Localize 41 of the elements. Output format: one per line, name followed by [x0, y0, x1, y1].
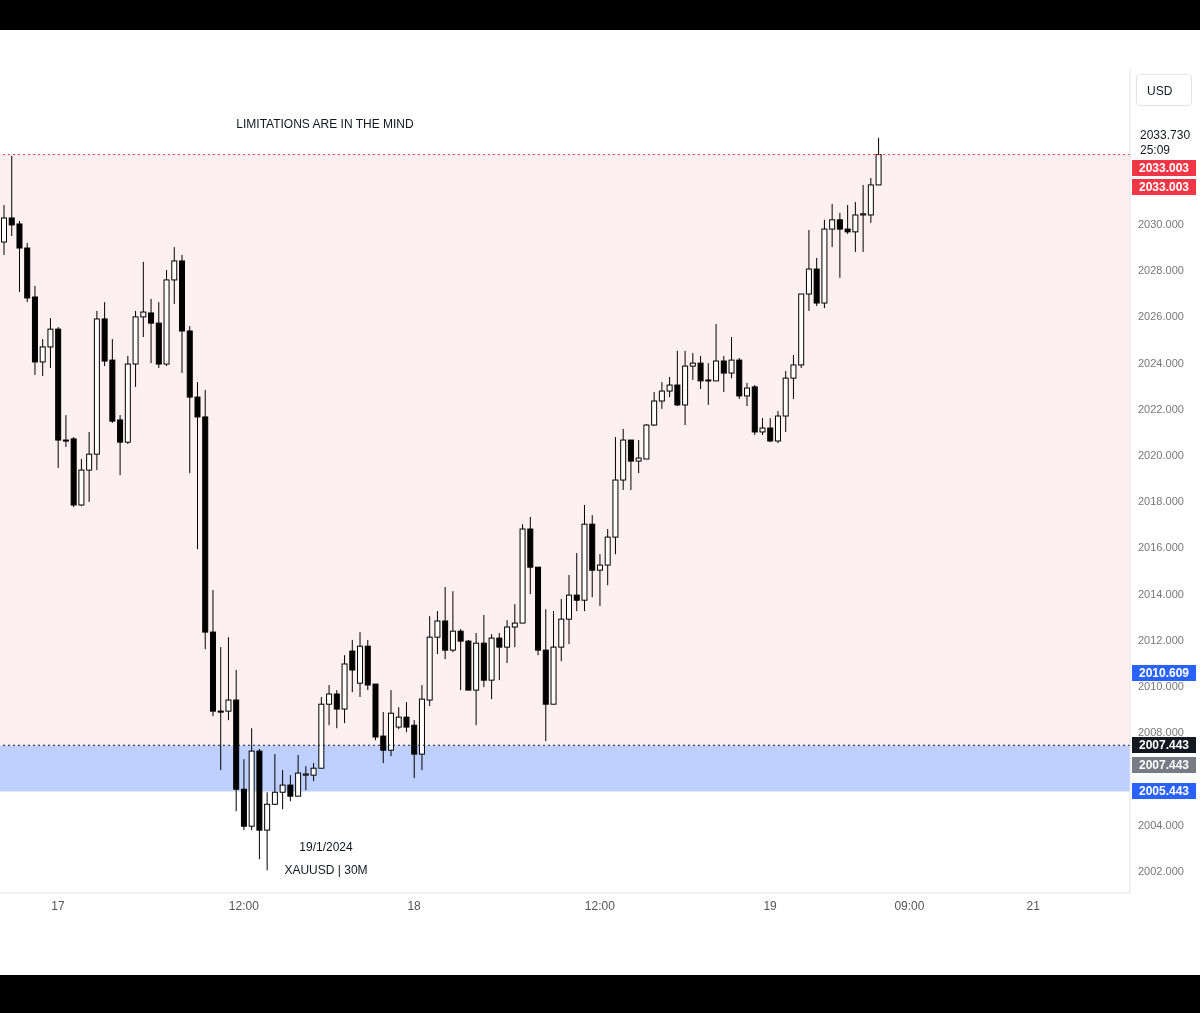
ref-line-label: 2007.443 [1132, 737, 1196, 754]
y-tick-label: 2016.000 [1138, 541, 1184, 554]
band-label: 2005.443 [1132, 783, 1196, 800]
y-tick-label: 2004.000 [1138, 818, 1184, 831]
candlestick [62, 414, 69, 448]
y-tick-label: 2028.000 [1138, 264, 1184, 277]
y-tick-label: 2026.000 [1138, 310, 1184, 323]
text: LIMITATIONS ARE IN THE MIND [235, 117, 415, 131]
candlestick [713, 323, 720, 382]
y-tick-label: 2002.000 [1138, 864, 1184, 877]
x-tick-label: 18 [407, 898, 422, 913]
y-tick-label: 2014.000 [1138, 587, 1184, 600]
candlestick [504, 619, 511, 664]
y-tick-label: 2024.000 [1138, 356, 1184, 369]
text: USD [1136, 74, 1192, 106]
y-tick-label: 2020.000 [1138, 448, 1184, 461]
y-tick-label: 2010.000 [1138, 680, 1184, 693]
text: 2007.443 [1132, 757, 1196, 773]
y-tick-label: 2008.000 [1138, 726, 1184, 739]
text: 2033.730 [1139, 128, 1192, 142]
x-tick-label: 17 [51, 898, 66, 913]
ref-line-label: 2033.003 [1132, 160, 1196, 176]
y-tick-label: 2012.000 [1138, 633, 1184, 646]
x-tick-label: 12:00 [228, 898, 260, 913]
x-tick-label: 12:00 [584, 898, 616, 913]
candlestick [596, 553, 603, 607]
candlestick [148, 298, 155, 364]
annotation: XAUUSD | 30M [283, 863, 369, 877]
candlestick [326, 684, 333, 726]
annotation: 19/1/2024 [298, 840, 354, 854]
x-tick-label: 19 [763, 898, 778, 913]
x-tick-label: 09:00 [894, 898, 925, 913]
y-tick-label: 2018.000 [1138, 495, 1184, 508]
text: 25:09 [1139, 143, 1172, 157]
band-label: 2033.003 [1132, 179, 1196, 195]
candlestick [744, 382, 751, 407]
text: 2010.609 [1132, 665, 1196, 681]
x-tick-label: 21 [1026, 898, 1041, 913]
candlestick [627, 439, 634, 491]
y-tick-label: 2022.000 [1138, 402, 1184, 415]
y-tick-label: 2030.000 [1138, 217, 1184, 230]
